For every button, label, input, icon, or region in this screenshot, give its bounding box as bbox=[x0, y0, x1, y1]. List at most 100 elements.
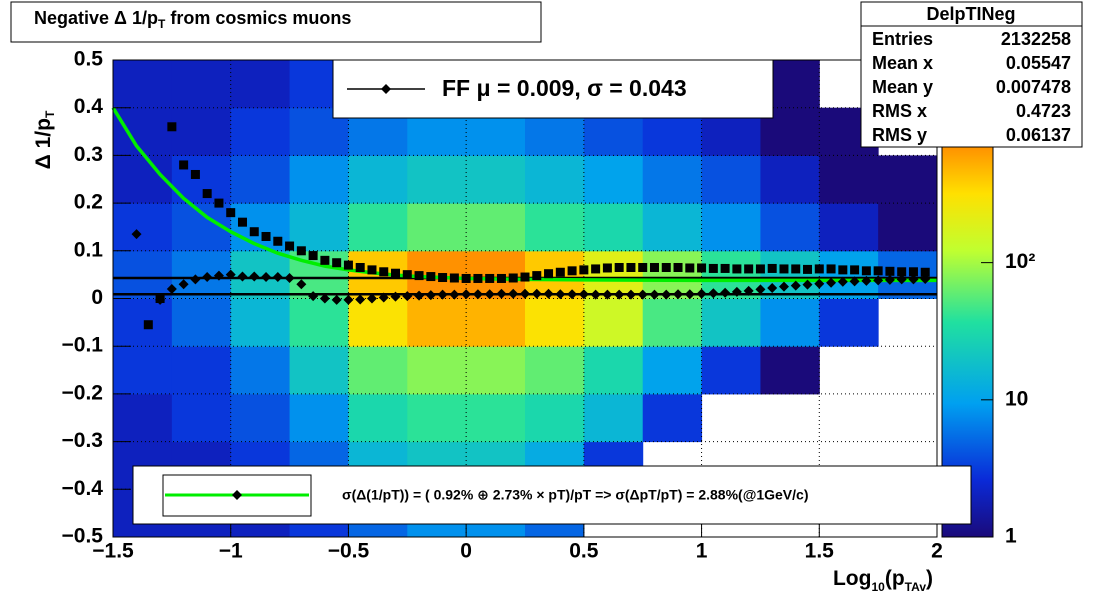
square-marker bbox=[190, 169, 200, 179]
square-marker bbox=[461, 273, 471, 283]
x-tick-label: −1.5 bbox=[92, 540, 134, 563]
square-marker bbox=[638, 262, 648, 272]
z-tick-label: 1 bbox=[1005, 525, 1017, 548]
square-marker bbox=[237, 217, 247, 227]
heatmap-cell bbox=[289, 203, 349, 252]
heatmap-cell bbox=[348, 393, 408, 443]
stats-value: 0.05547 bbox=[1006, 53, 1071, 73]
heatmap-cell bbox=[760, 203, 820, 252]
diamond-marker bbox=[425, 290, 436, 301]
heatmap-cell bbox=[583, 393, 644, 443]
square-marker bbox=[897, 267, 907, 277]
heatmap-cell bbox=[525, 393, 585, 443]
title-box bbox=[10, 1, 542, 43]
title-text: from cosmics muons bbox=[165, 8, 351, 28]
heatmap-cell bbox=[583, 250, 644, 299]
square-marker bbox=[614, 262, 624, 272]
square-marker bbox=[708, 263, 718, 273]
square-marker bbox=[685, 263, 695, 273]
square-marker bbox=[732, 264, 742, 274]
title-text: Negative Δ 1/p bbox=[34, 8, 158, 28]
diamond-marker bbox=[261, 272, 272, 283]
square-marker bbox=[602, 263, 612, 273]
heatmap-cell bbox=[113, 346, 173, 395]
fit-curve bbox=[111, 106, 937, 283]
heatmap-cell bbox=[113, 60, 173, 109]
heatmap-cell bbox=[348, 346, 408, 395]
stats-box: DelpTINeg Entries 2132258 Mean x 0.05547 Mea… bbox=[860, 1, 1083, 148]
heatmap-cell bbox=[171, 107, 232, 156]
x-tick-label: 1.5 bbox=[805, 540, 835, 563]
legend-text: FF μ = 0.009, σ = 0.043 bbox=[442, 75, 687, 101]
y-tick-label: 0.3 bbox=[74, 143, 103, 166]
legend-bottom: σ(Δ(1/pT)) = ( 0.92% ⊕ 2.73% × pT)/pT =>… bbox=[132, 465, 972, 525]
diamond-marker bbox=[155, 294, 166, 305]
square-marker bbox=[885, 266, 895, 276]
heatmap-cell bbox=[583, 346, 644, 395]
square-marker bbox=[555, 267, 565, 277]
y-tick-label: 0.2 bbox=[74, 191, 103, 214]
square-marker bbox=[426, 272, 436, 282]
square-marker bbox=[520, 272, 530, 282]
square-marker bbox=[744, 264, 754, 274]
stats-value: 0.06137 bbox=[1006, 125, 1071, 145]
stats-label: Mean x bbox=[872, 53, 933, 73]
stats-label: Mean y bbox=[872, 77, 933, 97]
square-marker bbox=[697, 263, 707, 273]
diamond-marker bbox=[778, 281, 789, 292]
heatmap-cell bbox=[113, 203, 173, 252]
diamond-marker bbox=[378, 292, 389, 303]
diamond-marker bbox=[484, 289, 495, 300]
diamond-marker bbox=[673, 289, 684, 300]
diamond-marker bbox=[449, 289, 460, 300]
square-marker bbox=[355, 262, 365, 272]
diamond-marker bbox=[578, 289, 589, 300]
heatmap-cell bbox=[289, 298, 349, 347]
heatmap-cell bbox=[760, 250, 820, 299]
y-tick-label: −0.3 bbox=[62, 429, 103, 452]
square-marker bbox=[343, 260, 353, 270]
heatmap-cell bbox=[819, 298, 879, 347]
heatmap-cell bbox=[289, 346, 349, 395]
heatmap-cell bbox=[289, 155, 349, 204]
y-tick-label: −0.2 bbox=[62, 381, 103, 404]
square-marker bbox=[249, 227, 259, 237]
heatmap-cell bbox=[466, 393, 526, 443]
x-label-text: (p bbox=[885, 567, 905, 590]
diamond-marker bbox=[884, 274, 895, 285]
stats-value: 2132258 bbox=[1001, 29, 1071, 49]
y-tick-label: 0 bbox=[91, 286, 103, 309]
heatmap-cell bbox=[701, 298, 761, 347]
heatmap-cell bbox=[701, 203, 761, 252]
square-marker bbox=[367, 265, 377, 275]
square-marker bbox=[544, 269, 554, 279]
square-marker bbox=[814, 264, 824, 274]
diamond-marker bbox=[284, 272, 295, 283]
diamond-marker bbox=[567, 289, 578, 300]
diamond-marker bbox=[731, 286, 742, 297]
square-marker bbox=[202, 189, 212, 199]
square-marker bbox=[850, 265, 860, 275]
heatmap-cell bbox=[171, 298, 232, 347]
heatmap-cell bbox=[525, 346, 585, 395]
heatmap-cell bbox=[760, 298, 820, 347]
heatmap-cell bbox=[113, 393, 173, 443]
heatmap-cell bbox=[525, 298, 585, 347]
diamond-marker bbox=[590, 289, 601, 300]
y-tick-label: 0.4 bbox=[74, 95, 104, 118]
diamond-marker bbox=[543, 288, 554, 299]
heatmap-cell bbox=[466, 298, 526, 347]
axes: −1.5 −1 −0.5 0 0.5 1 1.5 2 −0.5 −0.4 −0.3 −0.2 −0.1 0… bbox=[62, 48, 1036, 563]
diamond-marker bbox=[331, 294, 342, 305]
heatmap-cell bbox=[230, 298, 291, 347]
heatmap-cell bbox=[583, 155, 644, 204]
diamond-marker bbox=[755, 284, 766, 295]
diamond-marker bbox=[861, 275, 872, 286]
diamond-marker bbox=[520, 288, 530, 299]
square-marker bbox=[391, 268, 401, 278]
title-subscript: T bbox=[158, 17, 166, 31]
heatmap-cell bbox=[348, 155, 408, 204]
y-axis-label: Δ 1/pT bbox=[32, 110, 58, 169]
y-tick-label: −0.4 bbox=[62, 477, 104, 500]
